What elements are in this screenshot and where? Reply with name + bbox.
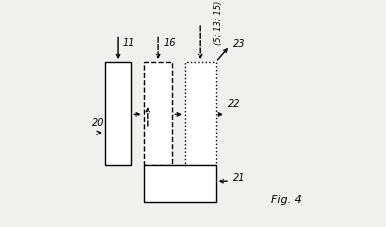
Text: 21: 21 (233, 172, 245, 182)
Bar (185, 63, 216, 165)
Text: Fig. 4: Fig. 4 (271, 194, 302, 204)
Text: (5; 13; 15): (5; 13; 15) (213, 1, 223, 45)
Text: 23: 23 (233, 38, 245, 48)
Text: 16: 16 (163, 37, 176, 47)
Bar (105, 63, 131, 165)
Text: 22: 22 (228, 99, 240, 109)
Bar (144, 63, 173, 165)
Text: 11: 11 (122, 37, 135, 47)
Text: 20: 20 (92, 117, 105, 127)
Bar (144, 165, 216, 202)
